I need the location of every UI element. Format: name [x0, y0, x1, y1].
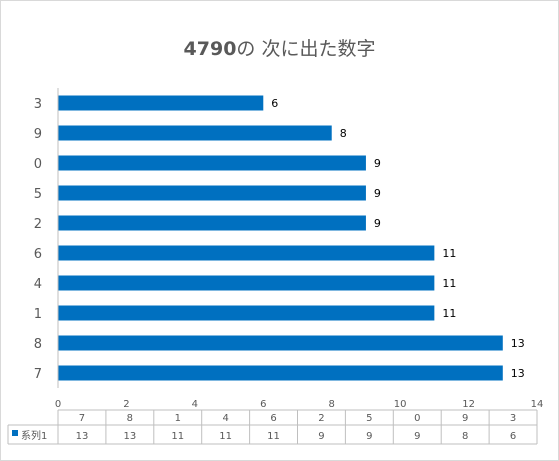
data-label: 11: [442, 307, 456, 320]
bar: [58, 245, 435, 261]
table-value-cell: 11: [219, 431, 232, 442]
bar: [58, 215, 366, 231]
table-header-cell: 8: [127, 413, 133, 424]
table-header-cell: 0: [414, 413, 420, 424]
data-label: 9: [374, 187, 381, 200]
data-label: 13: [511, 367, 525, 380]
bar: [58, 365, 503, 381]
data-label: 11: [442, 247, 456, 260]
table-value-cell: 9: [366, 431, 372, 442]
x-tick-label: 2: [123, 399, 129, 410]
data-label: 9: [374, 157, 381, 170]
table-value-cell: 13: [123, 431, 136, 442]
data-label: 13: [511, 337, 525, 350]
chart-title: 4790の 次に出た数字: [0, 34, 559, 61]
table-value-cell: 8: [462, 431, 468, 442]
category-label: 5: [34, 187, 42, 202]
table-value-cell: 6: [510, 431, 516, 442]
bar: [58, 185, 366, 201]
table-header-cell: 9: [462, 413, 468, 424]
category-label: 4: [34, 277, 42, 292]
table-value-cell: 9: [414, 431, 420, 442]
table-value-cell: 11: [267, 431, 280, 442]
table-value-cell: 11: [171, 431, 184, 442]
legend-label: 系列1: [21, 429, 47, 442]
category-label: 9: [34, 127, 42, 142]
legend-swatch: [12, 430, 18, 436]
category-label: 0: [34, 157, 42, 172]
data-label: 9: [374, 217, 381, 230]
x-tick-label: 14: [531, 399, 544, 410]
table-header-cell: 3: [510, 413, 516, 424]
category-label: 8: [34, 337, 42, 352]
category-label: 7: [34, 367, 42, 382]
table-header-cell: 1: [175, 413, 181, 424]
bar: [58, 275, 435, 291]
bar: [58, 155, 366, 171]
table-header-cell: 2: [318, 413, 324, 424]
category-label: 2: [34, 217, 42, 232]
chart-title-text: の 次に出た数字: [236, 38, 376, 60]
category-label: 1: [34, 307, 42, 322]
x-tick-label: 10: [394, 399, 407, 410]
data-label: 11: [442, 277, 456, 290]
x-tick-label: 4: [192, 399, 198, 410]
category-label: 6: [34, 247, 42, 262]
bar: [58, 95, 264, 111]
x-tick-label: 8: [329, 399, 335, 410]
table-header-cell: 4: [222, 413, 228, 424]
chart-title-number: 4790: [183, 38, 237, 60]
x-tick-label: 0: [55, 399, 61, 410]
table-value-cell: 9: [318, 431, 324, 442]
table-value-cell: 13: [76, 431, 89, 442]
bar: [58, 335, 503, 351]
bar: [58, 125, 332, 141]
x-tick-label: 6: [260, 399, 266, 410]
table-header-cell: 6: [270, 413, 276, 424]
bar: [58, 305, 435, 321]
x-tick-label: 12: [462, 399, 475, 410]
data-label: 8: [340, 127, 347, 140]
category-label: 3: [34, 97, 42, 112]
table-header-cell: 5: [366, 413, 372, 424]
table-header-cell: 7: [79, 413, 85, 424]
data-label: 6: [271, 97, 278, 110]
